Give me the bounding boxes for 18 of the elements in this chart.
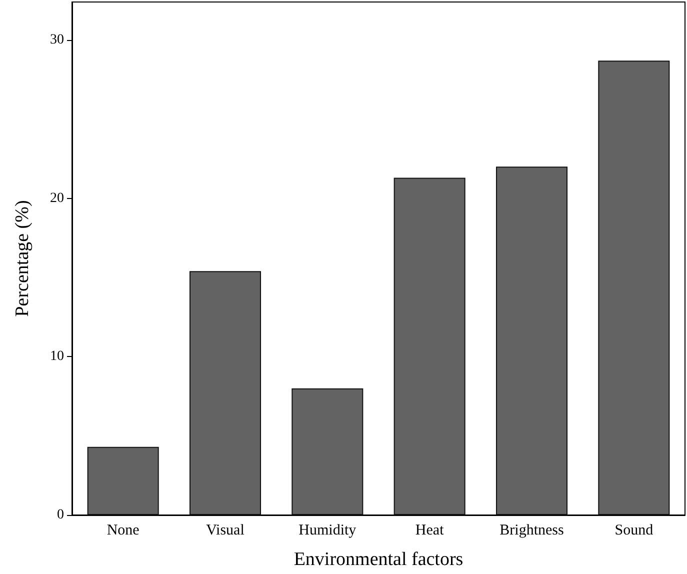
x-axis-title: Environmental factors (294, 549, 464, 570)
y-tick-label: 30 (50, 32, 64, 48)
y-tick-label: 10 (50, 349, 64, 364)
x-tick-label: Sound (614, 522, 654, 538)
bar (598, 60, 670, 515)
x-tick-label: None (106, 522, 140, 538)
x-tick-label: Heat (415, 522, 445, 538)
bar (189, 271, 262, 515)
x-tick-label: Visual (206, 522, 244, 538)
bar (496, 166, 568, 515)
y-axis-title: Percentage (%) (12, 200, 33, 317)
y-tick-label: 0 (57, 508, 64, 522)
x-tick-label: Brightness (500, 522, 564, 538)
x-tick-label: Humidity (298, 522, 357, 538)
bar (394, 178, 466, 515)
y-tick-label: 20 (50, 190, 64, 206)
bar (292, 388, 364, 515)
bar (87, 446, 159, 515)
